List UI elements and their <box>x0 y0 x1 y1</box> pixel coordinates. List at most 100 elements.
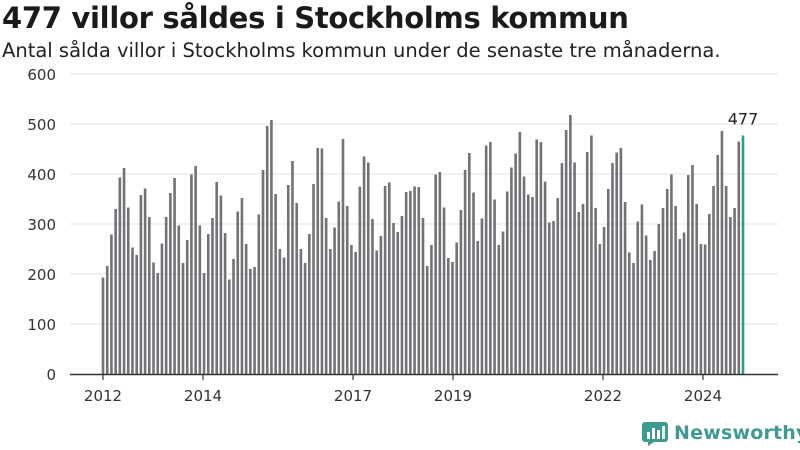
bar <box>358 186 362 374</box>
bar <box>480 218 484 374</box>
bar <box>623 202 627 374</box>
bar <box>518 132 522 374</box>
bar <box>598 244 602 374</box>
bar <box>299 249 303 374</box>
bar <box>569 115 572 374</box>
bar <box>699 244 703 374</box>
bar <box>257 214 261 374</box>
bar <box>219 195 223 374</box>
bar <box>674 206 677 374</box>
bar <box>274 194 277 374</box>
bar <box>396 232 400 374</box>
bar <box>708 214 711 374</box>
bar <box>628 252 631 374</box>
y-tick-label: 0 <box>46 366 56 384</box>
bar <box>653 251 656 374</box>
bar <box>514 153 517 374</box>
bar <box>198 225 202 374</box>
bar <box>691 165 694 374</box>
bar <box>156 273 160 374</box>
bar <box>101 277 105 374</box>
bar <box>501 231 505 374</box>
bar <box>228 279 231 374</box>
brand-name: Newsworthy <box>674 422 800 444</box>
bar <box>712 186 715 374</box>
bar <box>282 257 286 374</box>
bar <box>455 242 458 374</box>
bar <box>657 224 661 374</box>
bar <box>333 227 336 374</box>
bar <box>425 266 429 374</box>
bar <box>194 166 197 374</box>
bar <box>543 181 547 374</box>
bar <box>185 240 189 374</box>
bar <box>552 221 555 374</box>
bar <box>253 267 256 374</box>
bar <box>400 216 404 374</box>
x-tick-label: 2017 <box>334 387 372 405</box>
bar <box>644 235 648 374</box>
bar-highlight <box>741 135 745 374</box>
bar <box>472 192 475 374</box>
bar <box>430 245 433 374</box>
bar <box>703 244 707 374</box>
bar <box>733 208 736 374</box>
bar <box>303 263 307 374</box>
bar <box>531 197 534 374</box>
bar <box>459 210 463 374</box>
bar <box>590 135 593 374</box>
bar <box>577 212 581 374</box>
bar <box>636 221 640 374</box>
bar <box>278 249 282 374</box>
bar <box>202 273 206 374</box>
bar <box>181 263 185 374</box>
bar <box>729 217 732 374</box>
bar <box>409 191 412 374</box>
bar <box>392 223 395 374</box>
x-tick-label: 2014 <box>184 387 222 405</box>
bar <box>404 192 408 374</box>
bar <box>286 185 290 374</box>
bar <box>724 186 728 374</box>
bar <box>438 172 442 374</box>
bar <box>556 198 560 374</box>
bar-annotation: 477 <box>728 110 759 129</box>
bar <box>615 152 618 374</box>
bar <box>160 243 164 374</box>
bar <box>350 245 353 374</box>
bar <box>324 218 328 374</box>
bar <box>337 201 341 374</box>
bar <box>560 163 564 374</box>
bar <box>320 148 324 374</box>
newsworthy-logo[interactable]: Newsworthy <box>642 418 800 448</box>
y-tick-label: 400 <box>27 166 56 184</box>
bar <box>682 232 686 374</box>
y-tick-label: 100 <box>27 316 56 334</box>
bar <box>695 204 698 374</box>
bar <box>670 174 673 374</box>
bar <box>665 189 669 374</box>
bar <box>716 155 720 374</box>
bar <box>564 130 568 374</box>
bar <box>110 234 113 374</box>
bar <box>421 218 425 374</box>
bar <box>484 145 488 374</box>
bar <box>131 247 134 374</box>
bar <box>295 203 298 374</box>
bar <box>114 209 117 374</box>
bar <box>215 182 218 374</box>
x-tick-label: 2024 <box>684 387 722 405</box>
bar <box>329 249 332 374</box>
bar <box>148 217 151 374</box>
bar <box>371 219 374 374</box>
bar <box>122 168 126 374</box>
bar <box>686 175 690 374</box>
bar <box>265 126 269 374</box>
bar <box>244 244 248 374</box>
chart-title: 477 villor såldes i Stockholms kommun <box>2 1 629 35</box>
bar <box>177 225 181 374</box>
bar <box>649 260 652 374</box>
bar <box>169 193 172 374</box>
bar <box>640 204 644 374</box>
